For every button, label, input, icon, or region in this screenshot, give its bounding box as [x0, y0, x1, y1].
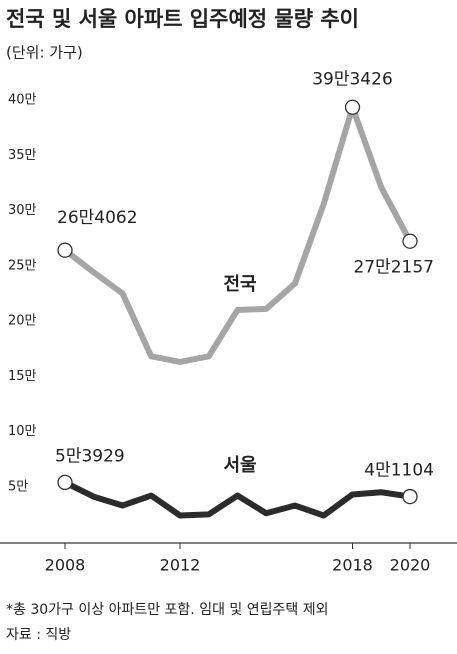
- x-tick-label: 2008: [45, 556, 86, 575]
- y-tick-label: 30만: [8, 203, 37, 218]
- point: [344, 99, 361, 115]
- point: [57, 242, 73, 258]
- y-tick-label: 35만: [8, 148, 37, 163]
- series-line: [63, 479, 411, 519]
- y-tick-label: 5만: [8, 479, 28, 494]
- source: 자료 : 직방: [6, 627, 71, 643]
- y-tick-label: 20만: [8, 314, 37, 329]
- point: [57, 474, 73, 491]
- chart-subtitle: (단위: 가구): [6, 44, 83, 62]
- y-tick-label: 25만: [8, 258, 37, 273]
- series-line: [63, 104, 413, 365]
- y-tick-label: 15만: [8, 369, 37, 384]
- x-tick-label: 2020: [390, 556, 431, 575]
- footnote: *총 30가구 이상 아파트만 포함. 임대 및 연립주택 제외: [6, 602, 328, 618]
- y-tick-label: 40만: [8, 93, 37, 108]
- point: [402, 488, 418, 505]
- series-name: 전국: [223, 274, 256, 295]
- series-name: 서울: [223, 455, 256, 476]
- chart-title: 전국 및 서울 아파트 입주예정 물량 추이: [6, 7, 359, 31]
- value-label: 5만3929: [55, 446, 125, 466]
- x-tick-label: 2012: [160, 556, 201, 575]
- value-label: 39만3426: [312, 69, 393, 89]
- x-tick-label: 2018: [332, 556, 373, 575]
- point: [402, 233, 418, 249]
- y-tick-label: 10만: [8, 424, 37, 439]
- value-label: 27만2157: [353, 257, 434, 277]
- value-label: 26만4062: [57, 208, 138, 228]
- value-label: 4만1104: [364, 461, 434, 481]
